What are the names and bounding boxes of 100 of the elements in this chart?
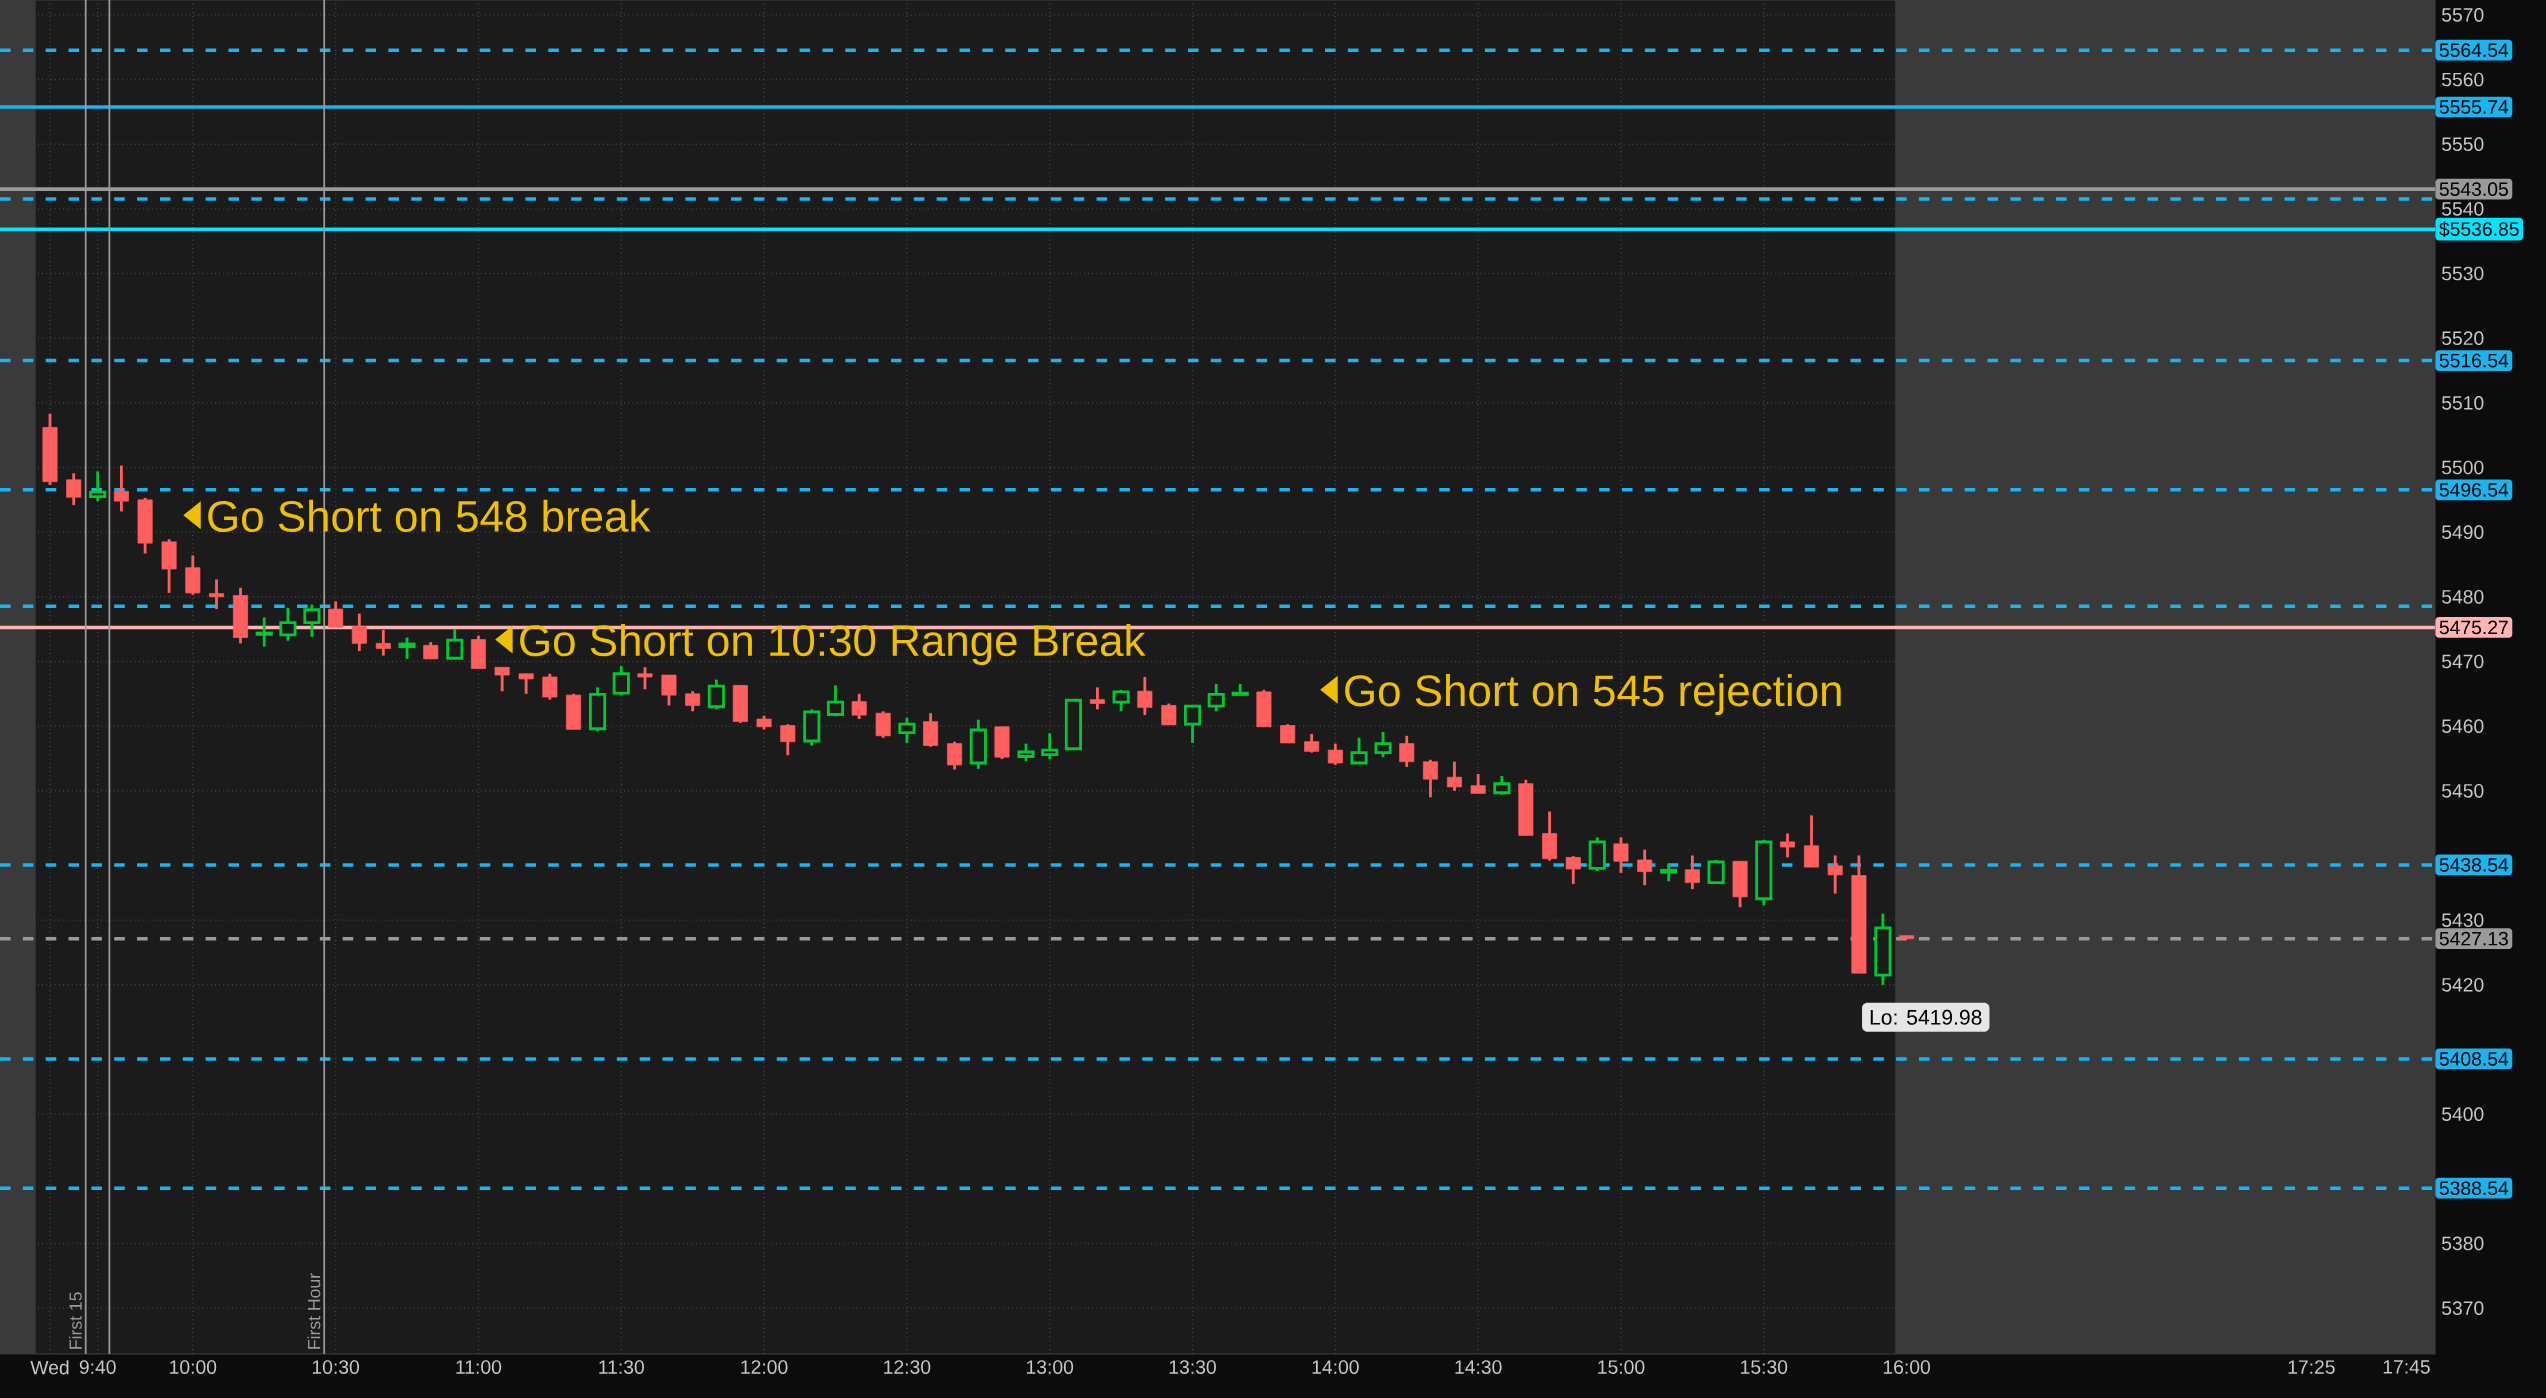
- x-tick-label: 13:00: [1026, 1360, 1074, 1374]
- candlestick: [1089, 685, 1105, 711]
- candlestick: [113, 464, 129, 513]
- candlestick: [1804, 813, 1819, 869]
- x-tick-label: 13:30: [1169, 1360, 1216, 1374]
- x-tick-label: 14:30: [1455, 1360, 1502, 1374]
- ref-line-label: 5496.54: [2439, 483, 2509, 497]
- y-tick-label: 5420: [2442, 977, 2484, 992]
- candlestick: [328, 599, 344, 629]
- candlestick: [780, 722, 796, 757]
- candlestick: [1280, 722, 1296, 745]
- annotation: Go Short on 10:30 Range Break: [520, 624, 1146, 665]
- y-tick-label: 5450: [2442, 783, 2484, 798]
- ref-line-label: 5438.54: [2439, 858, 2509, 872]
- candlestick: [875, 709, 891, 740]
- x-tick-label: 10:30: [312, 1360, 360, 1374]
- candlestick: [851, 692, 867, 721]
- candlestick: [1827, 854, 1843, 896]
- candlestick: [255, 616, 273, 649]
- x-tick-label: 11:00: [456, 1360, 502, 1374]
- annotation: Lo: 5419.98: [1870, 1009, 1982, 1025]
- candlestick: [1399, 734, 1415, 769]
- candlestick: [89, 469, 107, 503]
- candlestick: [1137, 675, 1153, 717]
- candlestick: [1446, 760, 1462, 793]
- candlestick: [209, 577, 224, 611]
- y-tick-label: 5530: [2442, 266, 2484, 281]
- candlestick: [1637, 848, 1653, 887]
- candlestick: [685, 689, 701, 713]
- candlestick: [898, 716, 916, 745]
- x-tick-label: 17:25: [2288, 1360, 2335, 1374]
- x-tick-label: 17:45: [2383, 1360, 2430, 1374]
- y-tick-label: 5550: [2442, 137, 2484, 152]
- y-tick-label: 5380: [2442, 1236, 2484, 1251]
- ref-line-label: 5543.05: [2439, 182, 2508, 196]
- candlestick: [542, 672, 558, 702]
- candlestick: [661, 673, 677, 707]
- ref-line-label: First Hour: [307, 1273, 321, 1349]
- candlestick: [1565, 854, 1581, 886]
- candlestick: [351, 612, 367, 653]
- candlestick: [947, 740, 963, 771]
- y-tick-label: 5400: [2442, 1107, 2484, 1121]
- x-tick-label: 12:00: [741, 1360, 788, 1374]
- y-tick-label: 5470: [2442, 654, 2484, 669]
- x-tick-label: 14:00: [1312, 1360, 1359, 1374]
- candlestick: [518, 672, 534, 696]
- x-tick-label: 15:00: [1598, 1360, 1645, 1374]
- y-tick-label: 5370: [2442, 1301, 2484, 1315]
- candlestick: [446, 627, 464, 660]
- candlestick: [1327, 742, 1343, 767]
- annotation: Go Short on 545 rejection: [1345, 674, 1841, 716]
- y-tick-label: 5560: [2442, 72, 2484, 87]
- x-tick-label: 15:30: [1741, 1360, 1788, 1374]
- y-tick-label: 5520: [2442, 331, 2484, 346]
- candlestick: [1161, 702, 1177, 727]
- y-tick-label: 5490: [2442, 525, 2484, 539]
- y-tick-label: 5540: [2442, 202, 2484, 216]
- candlestick: [1493, 774, 1511, 797]
- candlestick: [1207, 682, 1225, 713]
- candlestick: [612, 664, 630, 697]
- y-tick-label: 5570: [2442, 8, 2484, 22]
- candlestick: [279, 606, 297, 643]
- ref-line-label: 5408.54: [2439, 1052, 2509, 1066]
- y-tick-label: 5480: [2442, 589, 2484, 604]
- x-tick-label: 11:30: [599, 1360, 644, 1374]
- candlestick: [1707, 858, 1725, 885]
- x-tick-label: 12:30: [884, 1360, 931, 1374]
- candlestick: [1374, 730, 1392, 759]
- candlestick: [1304, 732, 1320, 755]
- candlestick: [1684, 854, 1700, 891]
- ref-line-label: First 15: [68, 1292, 82, 1349]
- candlestick: [923, 711, 939, 749]
- x-tick-label: Wed: [30, 1360, 69, 1375]
- candlestick: [1780, 832, 1795, 859]
- candlestick: [637, 665, 653, 691]
- candlestick: [66, 471, 82, 507]
- y-tick-label: 5460: [2442, 719, 2484, 733]
- x-tick-label: 9:40: [79, 1360, 116, 1374]
- candlestick: [1350, 736, 1368, 765]
- candlestick: [1422, 758, 1438, 799]
- candlestick: [1041, 731, 1059, 761]
- candlestick: [303, 603, 321, 639]
- candlestick: [375, 628, 391, 658]
- candlestick: [1470, 772, 1486, 795]
- candlestick: [494, 665, 510, 693]
- ref-line-label: 5516.54: [2439, 353, 2509, 368]
- candlestick: [707, 678, 725, 711]
- x-tick-label: 16:00: [1883, 1360, 1931, 1374]
- y-tick-label: 5500: [2442, 460, 2484, 475]
- candlestick: [398, 636, 416, 661]
- ref-line-label: 5388.54: [2439, 1181, 2509, 1196]
- ref-line-label: 5427.13: [2439, 931, 2508, 946]
- ref-line-label: 5564.54: [2439, 43, 2509, 58]
- x-tick-label: 10:00: [170, 1360, 217, 1374]
- ref-line-label: 5475.27: [2439, 620, 2508, 635]
- ref-line-label: $5536.85: [2439, 221, 2519, 238]
- ref-line-label: 5555.74: [2439, 100, 2509, 114]
- candlestick: [1613, 835, 1629, 875]
- y-tick-label: 5510: [2442, 396, 2484, 410]
- y-tick-label: 5430: [2442, 913, 2484, 927]
